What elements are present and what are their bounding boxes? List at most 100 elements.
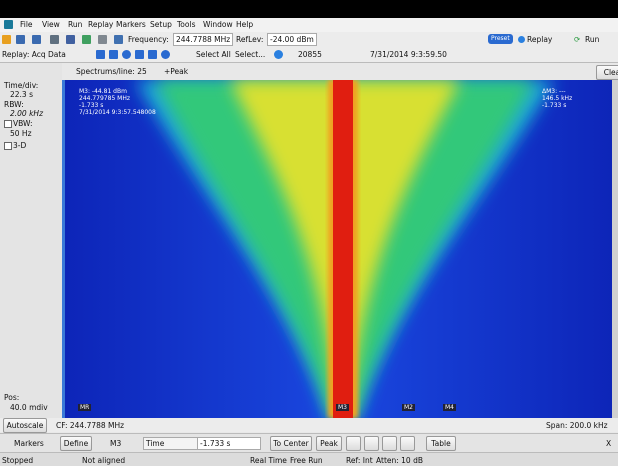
app-icon (4, 20, 13, 29)
tool-icon[interactable] (32, 35, 41, 44)
menu-item[interactable]: Help (236, 20, 253, 29)
readout-line: -1.733 s (542, 102, 572, 109)
status-item: Not aligned (82, 456, 125, 465)
display-header: Spectrums/line: 25 +Peak Clea (62, 63, 618, 80)
table-button[interactable]: Table (426, 436, 456, 451)
status-item: Real Time (250, 456, 287, 465)
menu-item[interactable]: Setup (150, 20, 172, 29)
status-item: Atten: 10 dB (376, 456, 423, 465)
app-window: File View Run Replay Markers Setup Tools… (0, 0, 618, 466)
settings-panel: Time/div: 22.3 s RBW: 2.00 kHz VBW: 50 H… (0, 63, 62, 418)
peak-nav-button[interactable] (364, 436, 379, 451)
center-frequency[interactable]: CF: 244.7788 MHz (56, 421, 124, 430)
pos-value[interactable]: 40.0 mdiv (10, 403, 48, 412)
readout-line: 244.779785 MHz (79, 95, 156, 102)
rbw-label: RBW: (4, 100, 24, 109)
readout-line: M3: -44.81 dBm (79, 88, 156, 95)
replay-bar: Replay: Acq Data Select All Select... 20… (0, 47, 618, 63)
close-button[interactable]: X (606, 439, 611, 448)
replay-icon (518, 36, 525, 43)
clear-button[interactable]: Clea (596, 65, 618, 80)
marker-label[interactable]: M2 (402, 404, 415, 411)
menu-item[interactable]: Tools (177, 20, 195, 29)
delta-readout: ΔM3: --- 146.5 kHz -1.733 s (542, 88, 572, 109)
markers-bar: Markers Define M3 Time -1.733 s To Cente… (0, 433, 618, 452)
time-div-label: Time/div: (4, 81, 38, 90)
define-button[interactable]: Define (60, 436, 92, 451)
autoscale-button[interactable]: Autoscale (3, 418, 47, 433)
transport-icon[interactable] (148, 50, 157, 59)
select[interactable]: Select... (235, 50, 265, 59)
preset-button[interactable]: Preset (488, 34, 513, 44)
status-item: Stopped (2, 456, 33, 465)
vbw-checkbox[interactable] (4, 120, 12, 128)
menu-item[interactable]: File (20, 20, 33, 29)
pos-label: Pos: (4, 393, 19, 402)
run-icon: ⟳ (574, 35, 580, 44)
menu-item[interactable]: Replay (88, 20, 113, 29)
3d-checkbox[interactable] (4, 142, 12, 150)
transport-icon[interactable] (135, 50, 144, 59)
transport-icon[interactable] (122, 50, 131, 59)
menu-item[interactable]: Run (68, 20, 82, 29)
tool-icon[interactable] (114, 35, 123, 44)
status-item: Free Run (290, 456, 323, 465)
reflev-input[interactable]: -24.00 dBm (267, 33, 317, 46)
signal-red (333, 80, 353, 418)
vbw-value[interactable]: 50 Hz (10, 129, 32, 138)
transport-icon[interactable] (109, 50, 118, 59)
frequency-input[interactable]: 244.7788 MHz (173, 33, 233, 46)
tool-icon[interactable] (98, 35, 107, 44)
top-bar (0, 0, 618, 18)
replay-button[interactable]: Replay (527, 35, 552, 44)
replay-source[interactable]: Replay: Acq Data (2, 50, 66, 59)
peak-nav-button[interactable] (382, 436, 397, 451)
tool-icon[interactable] (50, 35, 59, 44)
peak-button[interactable]: Peak (316, 436, 342, 451)
markers-label: Markers (14, 439, 44, 448)
spectrogram (65, 80, 612, 418)
time-div-value[interactable]: 22.3 s (10, 90, 33, 99)
rbw-value[interactable]: 2.00 kHz (10, 109, 43, 118)
marker-value[interactable]: -1.733 s (197, 437, 261, 450)
3d-label: 3-D (13, 141, 26, 150)
span[interactable]: Span: 200.0 kHz (546, 421, 608, 430)
tool-icon[interactable] (66, 35, 75, 44)
status-bar: Stopped Not aligned Real Time Free Run R… (0, 452, 618, 466)
acq-count: 20855 (298, 50, 322, 59)
peak-nav-button[interactable] (400, 436, 415, 451)
readout-line: 7/31/2014 9:3:57.548008 (79, 109, 156, 116)
detection[interactable]: +Peak (164, 67, 188, 76)
footer-bar: Autoscale CF: 244.7788 MHz Span: 200.0 k… (0, 418, 618, 432)
readout-line: 146.5 kHz (542, 95, 572, 102)
marker-label[interactable]: M3 (336, 404, 349, 411)
marker-label[interactable]: MR (78, 404, 91, 411)
tool-icon[interactable] (2, 35, 11, 44)
menu-item[interactable]: Markers (116, 20, 146, 29)
readout-line: ΔM3: --- (542, 88, 572, 95)
marker-select[interactable]: M3 (110, 439, 121, 448)
toolbar: Frequency: 244.7788 MHz RefLev: -24.00 d… (0, 32, 618, 47)
reflev-label: RefLev: (236, 35, 263, 44)
readout-line: -1.733 s (79, 102, 156, 109)
vbw-label: VBW: (13, 119, 33, 128)
menu-item[interactable]: Window (203, 20, 233, 29)
frequency-label: Frequency: (128, 35, 169, 44)
marker-label[interactable]: M4 (443, 404, 456, 411)
mode-select[interactable]: Time (143, 437, 201, 450)
tool-icon[interactable] (82, 35, 91, 44)
peak-nav-button[interactable] (346, 436, 361, 451)
menu-bar: File View Run Replay Markers Setup Tools… (0, 18, 618, 32)
select-all[interactable]: Select All (196, 50, 231, 59)
transport-icon[interactable] (96, 50, 105, 59)
menu-item[interactable]: View (42, 20, 60, 29)
status-item: Ref: Int (346, 456, 373, 465)
to-center-button[interactable]: To Center (270, 436, 312, 451)
scrollbar[interactable] (612, 80, 618, 418)
info-icon[interactable] (274, 50, 283, 59)
spectrums-per-line[interactable]: Spectrums/line: 25 (76, 67, 147, 76)
run-button[interactable]: Run (585, 35, 599, 44)
acq-timestamp: 7/31/2014 9:3:59.50 (370, 50, 447, 59)
tool-icon[interactable] (16, 35, 25, 44)
transport-icon[interactable] (161, 50, 170, 59)
